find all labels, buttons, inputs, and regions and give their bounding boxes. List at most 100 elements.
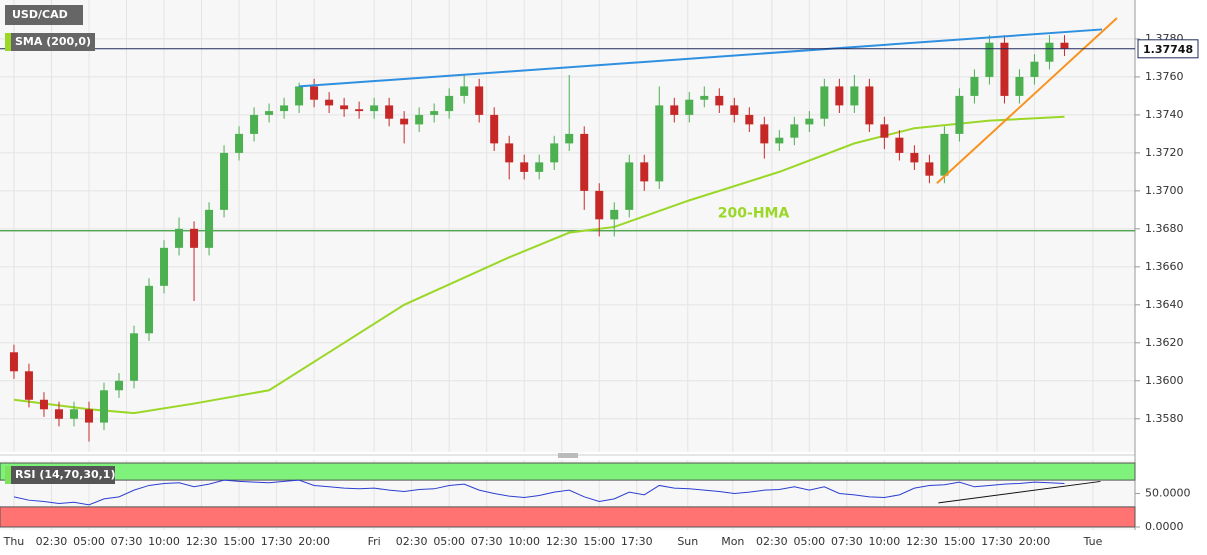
- candle-body: [370, 105, 379, 112]
- candle-body: [235, 133, 244, 153]
- symbol-box: [5, 5, 83, 25]
- x-tick-label: 02:30: [36, 535, 68, 548]
- y-tick-label: 1.3600: [1145, 374, 1184, 387]
- candle-body: [1030, 61, 1039, 77]
- price-tag: [1137, 39, 1199, 59]
- candle-body: [250, 114, 259, 134]
- candle-body: [9, 352, 18, 372]
- rsi-line: [13, 479, 1065, 506]
- x-tick-label: 12:30: [906, 535, 938, 548]
- candle-body: [700, 95, 709, 100]
- candle-body: [865, 86, 874, 125]
- candle-body: [460, 86, 469, 96]
- overbought-zone: [0, 462, 1136, 481]
- trend-line: [938, 480, 1101, 504]
- candle-body: [505, 143, 514, 163]
- candle-body: [1015, 76, 1024, 96]
- candle-body: [565, 133, 574, 144]
- candle-body: [985, 42, 994, 77]
- candle-body: [730, 105, 739, 115]
- candle-body: [1045, 42, 1054, 62]
- candle-body: [355, 109, 364, 112]
- x-tick-label: 02:30: [396, 535, 428, 548]
- candle-body: [430, 111, 439, 115]
- x-tick-label: 12:30: [186, 535, 218, 548]
- y-tick-label: 1.3700: [1145, 184, 1184, 197]
- y-tick-label: 1.3760: [1145, 70, 1184, 83]
- candle-body: [805, 118, 814, 125]
- x-tick-label: Mon: [721, 535, 744, 548]
- candle-body: [265, 111, 274, 115]
- candle-body: [1000, 42, 1009, 96]
- x-tick-label: 10:00: [869, 535, 901, 548]
- candle-body: [175, 228, 184, 248]
- candle-body: [160, 247, 169, 286]
- x-tick-label: 17:30: [621, 535, 653, 548]
- y-tick-label: 1.3660: [1145, 260, 1184, 273]
- candle-body: [625, 162, 634, 210]
- candle-body: [54, 409, 63, 419]
- x-tick-label: Sun: [677, 535, 698, 548]
- candle-body: [775, 137, 784, 144]
- x-tick-label: 02:30: [756, 535, 788, 548]
- candle-body: [205, 209, 214, 248]
- candle-body: [415, 114, 424, 125]
- candle-body: [580, 133, 589, 191]
- annotation: 200-HMA: [718, 206, 790, 222]
- main-panel: [0, 0, 1135, 452]
- candle-body: [145, 285, 154, 334]
- candle-body: [385, 105, 394, 119]
- candle-body: [280, 105, 289, 112]
- candle-body: [895, 137, 904, 153]
- y-tick-label: 0.0000: [1145, 520, 1184, 533]
- candle-body: [685, 99, 694, 115]
- oversold-zone: [0, 506, 1136, 528]
- price-tag-label: 1.37748: [1143, 43, 1193, 56]
- candle-body: [310, 86, 319, 100]
- candle-body: [100, 390, 109, 423]
- x-tick-label: 15:00: [223, 535, 255, 548]
- x-tick-label: 07:30: [831, 535, 863, 548]
- candle-body: [745, 114, 754, 125]
- symbol-label: USD/CAD: [12, 8, 68, 21]
- trend-line: [299, 28, 1103, 88]
- candle-body: [295, 86, 304, 106]
- candle-body: [655, 105, 664, 182]
- candle-body: [520, 162, 529, 172]
- rsi-box: [5, 466, 115, 484]
- candle-body: [445, 95, 454, 112]
- x-tick-label: 10:00: [148, 535, 180, 548]
- candle-body: [760, 124, 769, 144]
- candle-body: [24, 371, 33, 400]
- candle-body: [39, 399, 48, 410]
- candle-body: [670, 105, 679, 115]
- candle-body: [955, 95, 964, 134]
- resize-handle[interactable]: [558, 453, 578, 458]
- x-tick-label: 05:00: [73, 535, 105, 548]
- candle-body: [910, 152, 919, 163]
- x-tick-label: 17:30: [981, 535, 1013, 548]
- x-tick-label: Thu: [3, 535, 25, 548]
- candle-body: [84, 409, 93, 423]
- candle-body: [340, 105, 349, 110]
- y-tick-label: 1.3580: [1145, 412, 1184, 425]
- legend-entry: SMA (200,0): [15, 35, 91, 48]
- candle-body: [595, 190, 604, 220]
- candle-body: [550, 143, 559, 163]
- candle-body: [925, 162, 934, 176]
- y-tick-label: 50.0000: [1145, 486, 1191, 499]
- candle-body: [850, 86, 859, 106]
- candle-body: [820, 86, 829, 119]
- candle-body: [220, 152, 229, 210]
- candle-body: [535, 162, 544, 172]
- y-tick-label: 1.3720: [1145, 146, 1184, 159]
- candle-body: [475, 86, 484, 115]
- x-tick-label: 07:30: [111, 535, 143, 548]
- rsi-label: RSI (14,70,30,1): [15, 468, 115, 481]
- sma-box: [5, 33, 95, 51]
- candle-body: [715, 95, 724, 106]
- rsi-swatch: [5, 466, 11, 484]
- trend-line: [936, 17, 1118, 185]
